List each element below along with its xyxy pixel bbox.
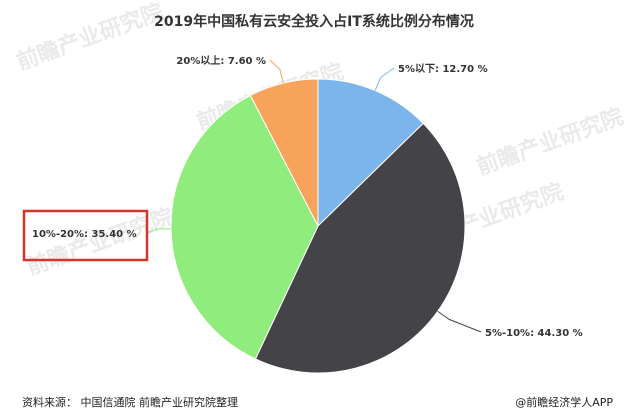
label-connector-2 xyxy=(437,310,482,333)
slice-label-3: 10%-20%: 35.40 % xyxy=(32,229,137,240)
watermark-text: 前瞻产业研究院 xyxy=(23,204,177,281)
highlight-box xyxy=(22,209,149,262)
label-connector-3 xyxy=(146,228,172,234)
pie-slice-3 xyxy=(170,94,319,360)
brand-label: @前瞻经济学人APP xyxy=(515,395,613,409)
label-connector-4 xyxy=(269,59,284,84)
watermark-text: 前瞻产业研究院 xyxy=(13,0,167,76)
slice-label-4: 20%以上: 7.60 % xyxy=(176,54,266,67)
pie-slice-4 xyxy=(249,78,319,227)
source-note: 资料来源： 中国信通院 前瞻产业研究院整理 xyxy=(22,395,238,409)
chart-title: 2019年中国私有云安全投入占IT系统比例分布情况 xyxy=(154,13,474,30)
label-connectors xyxy=(146,59,482,333)
pie-slice-2 xyxy=(254,122,466,374)
pie-slices xyxy=(170,78,466,374)
label-connector-1 xyxy=(374,67,395,91)
slice-label-1: 5%以下: 12.70 % xyxy=(398,63,488,75)
watermark-text: 前瞻产业研究院 xyxy=(473,104,627,181)
slice-label-2: 5%-10%: 44.30 % xyxy=(485,328,583,339)
slice-labels: 5%以下: 12.70 % 5%-10%: 44.30 % 10%-20%: 35.… xyxy=(32,54,583,339)
